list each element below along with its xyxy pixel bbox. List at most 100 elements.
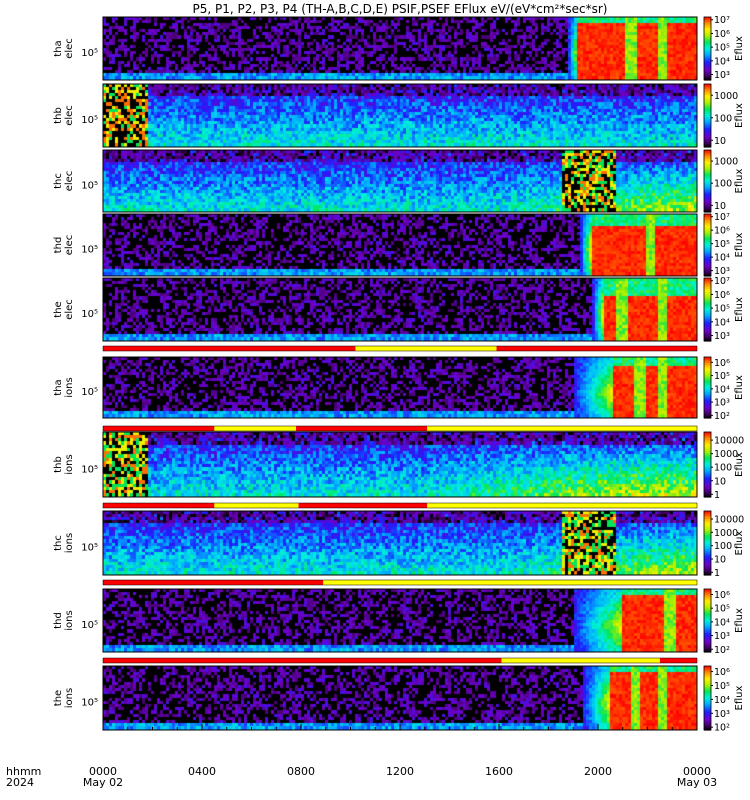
colorbar-segment xyxy=(704,396,711,399)
colorbar-segment xyxy=(704,609,711,612)
colorbar-segment xyxy=(704,179,711,182)
colorbar-frame xyxy=(703,510,712,576)
colorbar-segment xyxy=(704,547,711,550)
colorbar-segment xyxy=(704,198,711,201)
colorbar-segment xyxy=(704,512,711,515)
x-axis-label-line1: hhmm xyxy=(6,765,41,778)
colorbar-tick-label: 10000 xyxy=(714,436,744,447)
colorbar-segment xyxy=(704,72,711,75)
colorbar-segment xyxy=(704,42,711,45)
colorbar-tick-label: 10⁴ xyxy=(714,695,730,706)
colorbar-segment xyxy=(704,640,711,644)
colorbar-segment xyxy=(704,320,711,323)
colorbar-segment xyxy=(704,199,711,202)
colorbar-segment xyxy=(704,157,711,160)
panel-ytick-label: 10⁵ xyxy=(81,115,98,126)
colorbar-segment xyxy=(704,669,711,672)
colorbar-segment xyxy=(704,282,711,285)
colorbar-segment xyxy=(704,91,711,95)
colorbar-segment xyxy=(704,115,711,118)
colorbar-frame xyxy=(703,16,712,81)
colorbar-segment xyxy=(704,46,711,50)
colorbar-segment xyxy=(704,251,711,254)
panel-ylabel-species: elec xyxy=(64,105,75,126)
colorbar-segment xyxy=(704,551,711,554)
colorbar-segment xyxy=(704,637,711,640)
colorbar-segment xyxy=(704,205,711,208)
colorbar-segment xyxy=(704,459,711,462)
colorbar-segment xyxy=(704,227,711,231)
colorbar-segment xyxy=(704,279,711,282)
colorbar-segment xyxy=(704,300,711,303)
colorbar-segment xyxy=(704,160,711,163)
colorbar-frame xyxy=(703,588,712,653)
colorbar-segment xyxy=(704,514,711,517)
colorbar-segment xyxy=(704,364,711,367)
colorbar-segment xyxy=(704,413,711,416)
colorbar-segment xyxy=(704,39,711,42)
spectrogram-image xyxy=(103,278,697,341)
colorbar-tick-label: 100 xyxy=(714,463,732,474)
colorbar-segment xyxy=(704,538,711,541)
colorbar-segment xyxy=(704,552,711,555)
colorbar-segment xyxy=(704,43,711,46)
colorbar-segment xyxy=(704,623,711,626)
colorbar-segment xyxy=(704,361,711,364)
x-date-label-end: May 03 xyxy=(677,776,717,789)
colorbar-segment xyxy=(704,611,711,614)
colorbar-segment xyxy=(704,435,711,438)
colorbar-segment xyxy=(704,712,711,715)
colorbar-segment xyxy=(704,243,711,246)
colorbar-segment xyxy=(704,604,711,607)
colorbar-segment xyxy=(704,193,711,196)
colorbar-segment xyxy=(704,278,711,281)
colorbar-tick-label: 10⁷ xyxy=(714,15,730,26)
panel-ylabel-species: ions xyxy=(64,688,75,708)
colorbar-segment xyxy=(704,634,711,637)
colorbar-segment xyxy=(704,75,711,78)
colorbar-tick-label: 10⁷ xyxy=(714,276,730,287)
colorbar-tick-label: 10⁴ xyxy=(714,56,730,67)
colorbar-segment xyxy=(704,387,711,390)
colorbar-segment xyxy=(704,598,711,601)
colorbar-tick-label: 10⁵ xyxy=(714,681,730,692)
colorbar-tick-label: 10³ xyxy=(714,331,730,342)
colorbar-segment xyxy=(704,678,711,681)
colorbar-segment xyxy=(704,639,711,642)
x-tick-label: 2000 xyxy=(584,765,612,778)
panel-the-elec: theelec 10⁵ 10³ 10⁴ 10⁵ 10⁶ 10⁷ Eflux xyxy=(53,276,745,342)
colorbar-segment xyxy=(704,238,711,241)
mode-bar-frame xyxy=(102,579,698,586)
colorbar-segment xyxy=(704,536,711,539)
spectrogram-image xyxy=(103,357,697,418)
colorbar-segment xyxy=(704,693,711,696)
colorbar-segment xyxy=(704,369,711,372)
colorbar-segment xyxy=(704,210,711,213)
colorbar-segment xyxy=(704,107,711,110)
colorbar-segment xyxy=(704,456,711,459)
panel-thd-elec: thdelec 10⁵ 10³ 10⁴ 10⁵ 10⁶ 10⁷ Eflux xyxy=(53,212,745,277)
colorbar-segment xyxy=(704,568,711,571)
colorbar-segment xyxy=(704,618,711,622)
colorbar: 10³ 10⁴ 10⁵ 10⁶ 10⁷ Eflux xyxy=(703,15,745,81)
panel-ylabel-probe: thd xyxy=(53,612,64,629)
colorbar-segment xyxy=(704,32,711,35)
colorbar-segment xyxy=(704,190,711,193)
colorbar-segment xyxy=(704,522,711,525)
colorbar-segment xyxy=(704,528,711,531)
colorbar-segment xyxy=(704,557,711,560)
panel-ylabel: thbelec xyxy=(53,105,75,126)
colorbar-segment xyxy=(704,18,711,21)
colorbar-segment xyxy=(704,241,711,245)
colorbar-segment xyxy=(704,648,711,652)
mode-bar xyxy=(102,657,698,664)
colorbar-tick-label: 10⁵ xyxy=(714,304,730,315)
colorbar-segment xyxy=(704,40,711,43)
colorbar-segment xyxy=(704,265,711,268)
colorbar-segment xyxy=(704,570,711,573)
colorbar-label: Eflux xyxy=(734,36,745,61)
colorbar-segment xyxy=(704,370,711,373)
colorbar-segment xyxy=(704,389,711,392)
colorbar-tick-label: 10⁵ xyxy=(714,43,730,54)
